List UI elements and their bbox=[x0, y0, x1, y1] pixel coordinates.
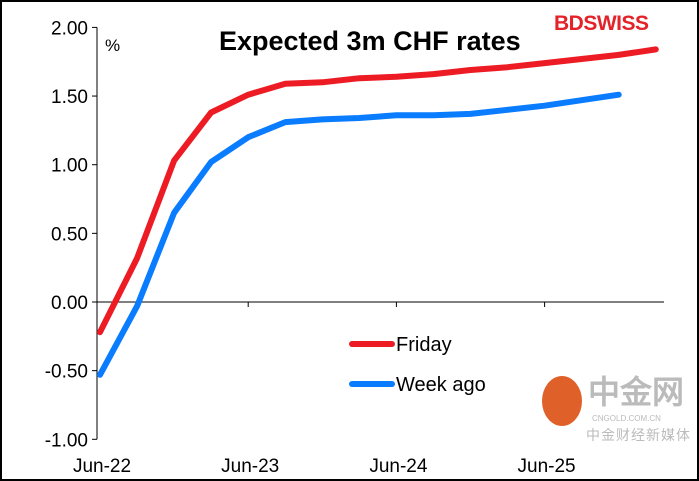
x-tick-label: Jun-23 bbox=[221, 456, 279, 477]
y-tick-label: -0.50 bbox=[45, 362, 88, 383]
bdswiss-logo: BDSWISS bbox=[554, 12, 649, 36]
series-line-week-ago bbox=[97, 91, 622, 378]
watermark-site: CNGOLD.COM.CN bbox=[592, 414, 661, 423]
y-tick-label: 0.00 bbox=[51, 293, 88, 314]
y-tick-label: 0.50 bbox=[51, 224, 88, 245]
y-tick-label: -1.00 bbox=[45, 430, 88, 451]
watermark-sub: 中金财经新媒体 bbox=[586, 427, 691, 443]
x-tick-label: Jun-24 bbox=[369, 456, 428, 477]
logo-part2: SWISS bbox=[583, 12, 649, 35]
x-tick-label: Jun-22 bbox=[73, 456, 131, 477]
cngold-watermark: 中金网 CNGOLD.COM.CN 中金财经新媒体 bbox=[542, 374, 697, 452]
series-line-friday bbox=[97, 46, 659, 336]
legend-label: Week ago bbox=[396, 374, 486, 396]
x-tick-label: Jun-25 bbox=[518, 456, 576, 477]
y-tick-label: 1.50 bbox=[51, 87, 88, 108]
watermark-name: 中金网 bbox=[588, 374, 685, 410]
legend-label: Friday bbox=[396, 334, 452, 356]
y-tick-label: 1.00 bbox=[51, 156, 88, 177]
chart-title: Expected 3m CHF rates bbox=[219, 26, 521, 56]
cngold-logo-icon bbox=[542, 376, 582, 426]
y-axis-unit: % bbox=[105, 36, 121, 55]
logo-part1: BD bbox=[554, 12, 584, 35]
y-tick-label: 2.00 bbox=[51, 18, 88, 39]
